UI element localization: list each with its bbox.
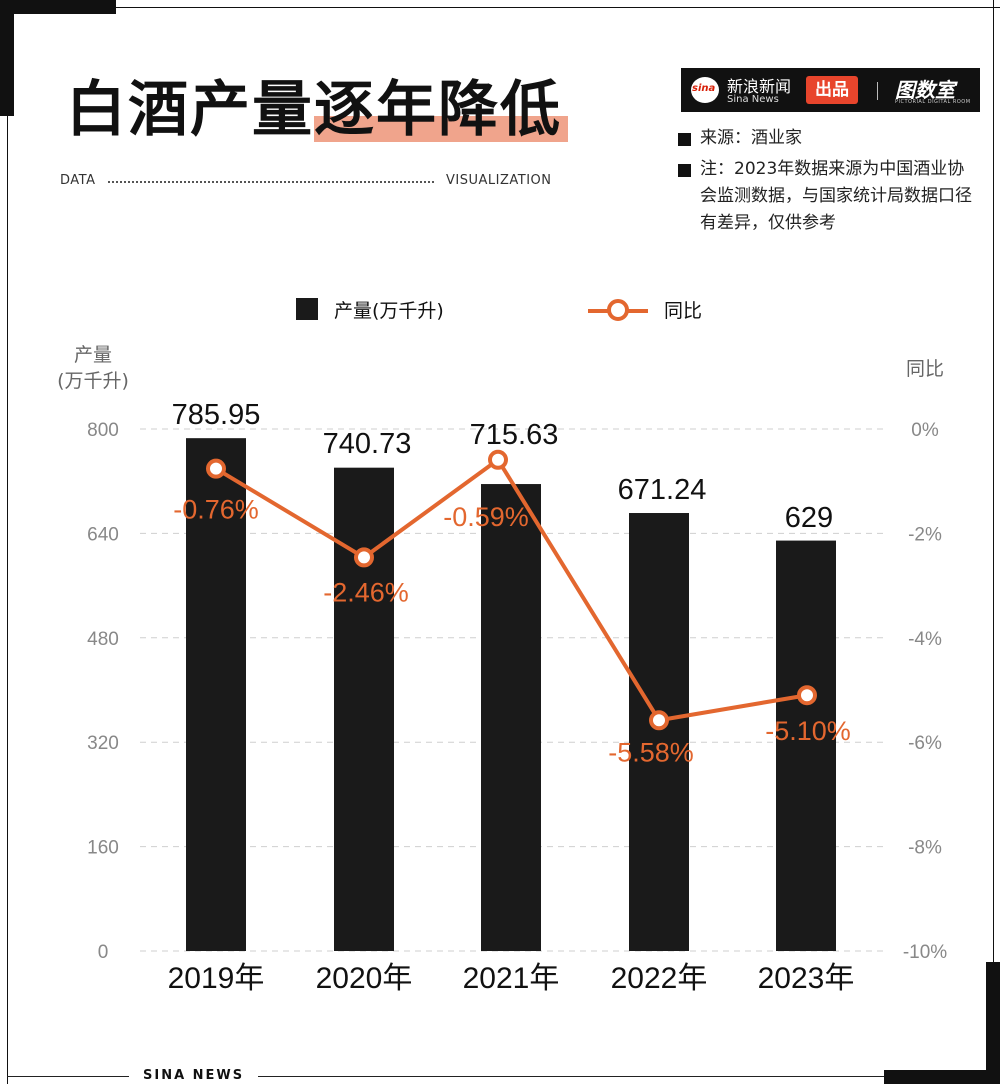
right-axis-title: 同比 [905,358,944,380]
legend-bar-swatch [296,298,318,320]
left-axis-title-line2: (万千升) [57,370,129,392]
bar-value-label: 785.95 [172,399,261,431]
brand-name: 新浪新闻 [727,77,792,96]
right-tick-label: 0% [911,420,939,441]
left-tick-label: 480 [87,629,119,650]
yoy-point [649,710,669,731]
yoy-point [797,685,817,706]
data-label: DATA [60,173,96,188]
title-part2-highlight: 逐年降低 [314,72,568,148]
source-note: 来源：酒业家 [678,125,978,152]
legend-line-label: 同比 [664,300,703,322]
frame-corner-top-left-h [0,0,116,14]
yoy-value-label: -0.59% [443,502,529,532]
frame-corner-bottom-right-h [884,1070,1000,1084]
visualization-label: VISUALIZATION [446,173,552,188]
bar [186,438,246,952]
frame-corner-top-left [0,0,14,116]
x-category-label: 2020年 [316,962,413,995]
footer-text: SINA NEWS [143,1068,245,1083]
right-tick-label: -6% [908,733,942,754]
yoy-value-label: -2.46% [323,577,409,607]
x-category-label: 2023年 [758,962,855,995]
data-note: 注：2023年数据来源为中国酒业协会监测数据，与国家统计局数据口径有差异，仅供参… [678,156,978,237]
bar [629,513,689,951]
footer-line-left [7,1076,129,1077]
yoy-value-label: -5.10% [765,716,851,746]
sina-logo-icon: sina [691,77,719,103]
footer-line-right [258,1076,884,1077]
bar-value-label: 629 [785,502,833,534]
frame-top-line [116,7,1000,8]
title-part1: 白酒产量 [66,75,314,145]
right-tick-label: -8% [908,838,942,859]
bullet-square-icon [678,164,691,177]
left-tick-label: 640 [87,524,119,545]
frame-corner-bottom-right [986,962,1000,1084]
left-tick-label: 800 [87,420,119,441]
left-axis-title: 产量 (万千升) [48,342,138,394]
bar [776,540,836,951]
right-tick-label: -4% [908,629,942,650]
page-title: 白酒产量逐年降低 [66,72,568,148]
right-tick-label: -2% [908,524,942,545]
brand-separator [877,82,878,100]
x-category-label: 2019年 [168,962,265,995]
lab-logo-sub: PICTORIAL DIGITAL ROOM [895,99,971,105]
bar-value-label: 671.24 [618,474,707,506]
yoy-point [488,449,508,470]
bar-value-label: 715.63 [470,419,559,451]
x-category-label: 2021年 [463,962,560,995]
yoy-value-label: -5.58% [608,737,694,767]
brand-bar: sina 新浪新闻 Sina News 出品 图数室 PICTORIAL DIG… [681,68,980,112]
legend-marker-icon [607,299,629,321]
left-tick-label: 0 [98,942,109,963]
legend-bar-label: 产量(万千升) [334,300,444,322]
dotted-divider [108,181,434,183]
bullet-square-icon [678,133,691,146]
bar-value-label: 740.73 [323,428,412,460]
source-text: 来源：酒业家 [700,128,802,148]
lab-logo: 图数室 [895,78,955,102]
sina-logo-text: sina [692,83,716,94]
frame-left-line [7,116,8,1084]
yoy-value-label: -0.76% [173,495,259,525]
brand-sub: Sina News [727,94,779,105]
bar [481,484,541,951]
note-text: 注：2023年数据来源为中国酒业协会监测数据，与国家统计局数据口径有差异，仅供参… [700,159,972,233]
x-category-label: 2022年 [611,962,708,995]
frame-right-line [993,0,994,962]
yoy-point [206,458,226,479]
right-tick-label: -10% [903,942,947,963]
yoy-point [354,547,374,568]
brand-badge: 出品 [806,76,858,104]
left-tick-label: 160 [87,838,119,859]
left-axis-title-line1: 产量 [73,344,112,366]
left-tick-label: 320 [87,733,119,754]
